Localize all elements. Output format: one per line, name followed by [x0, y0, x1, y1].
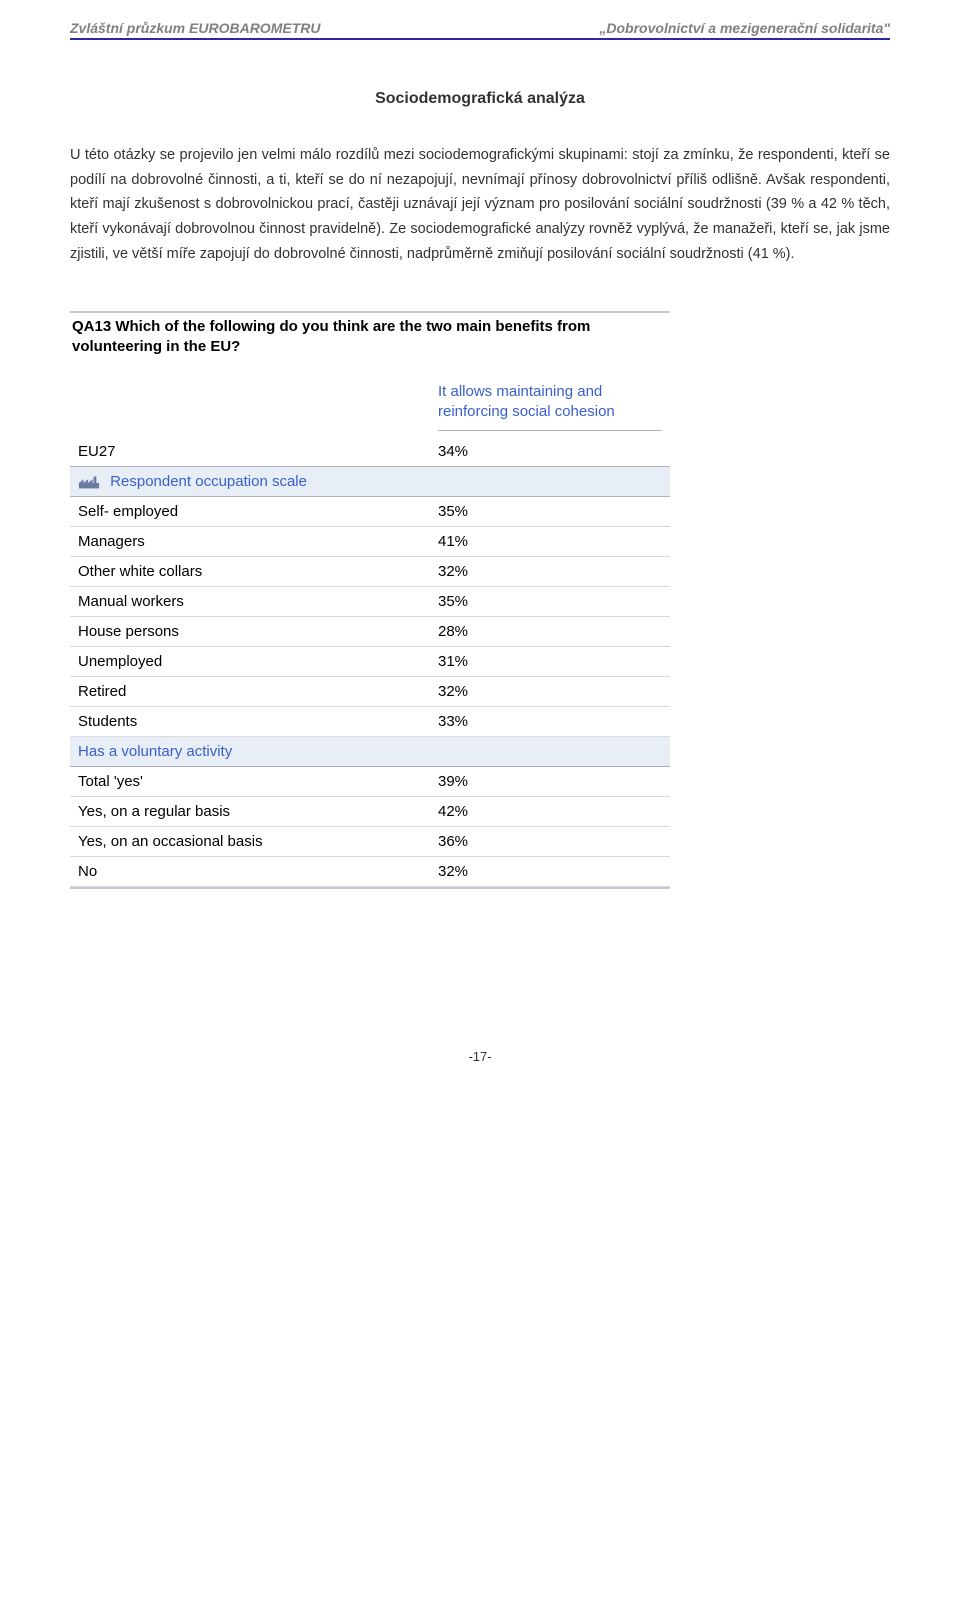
- row-value: 28%: [430, 617, 670, 647]
- column-header-text: It allows maintaining and reinforcing so…: [438, 382, 662, 432]
- row-label: Manual workers: [70, 587, 430, 617]
- table-row: Yes, on an occasional basis36%: [70, 827, 670, 857]
- category-row: Respondent occupation scale: [70, 467, 670, 497]
- category-title-cell: Respondent occupation scale: [70, 467, 670, 497]
- header-right: „Dobrovolnictví a mezigenerační solidari…: [599, 20, 890, 36]
- row-label: Total 'yes': [70, 767, 430, 797]
- row-label: Unemployed: [70, 647, 430, 677]
- column-header: It allows maintaining and reinforcing so…: [430, 376, 670, 438]
- row-label: House persons: [70, 617, 430, 647]
- row-value: 36%: [430, 827, 670, 857]
- body-paragraph: U této otázky se projevilo jen velmi mál…: [70, 143, 890, 266]
- section-title: Sociodemografická analýza: [70, 90, 890, 108]
- category-title: Respondent occupation scale: [110, 473, 307, 490]
- row-label: No: [70, 857, 430, 887]
- table-row: Self- employed35%: [70, 497, 670, 527]
- table-row: Students33%: [70, 707, 670, 737]
- row-label: Self- employed: [70, 497, 430, 527]
- page: Zvláštní průzkum EUROBAROMETRU „Dobrovol…: [0, 0, 960, 1104]
- row-label: Managers: [70, 527, 430, 557]
- category-title-cell: Has a voluntary activity: [70, 737, 670, 767]
- table-row: Managers41%: [70, 527, 670, 557]
- factory-icon: [78, 474, 100, 490]
- eu27-value: 34%: [430, 437, 670, 467]
- eu27-row: EU27 34%: [70, 437, 670, 467]
- row-value: 39%: [430, 767, 670, 797]
- row-value: 32%: [430, 857, 670, 887]
- table-row: Total 'yes'39%: [70, 767, 670, 797]
- row-value: 33%: [430, 707, 670, 737]
- table-row: Other white collars32%: [70, 557, 670, 587]
- row-value: 42%: [430, 797, 670, 827]
- row-label: Students: [70, 707, 430, 737]
- row-value: 35%: [430, 587, 670, 617]
- column-header-spacer: [70, 376, 430, 438]
- header-left: Zvláštní průzkum EUROBAROMETRU: [70, 20, 320, 36]
- row-value: 41%: [430, 527, 670, 557]
- row-value: 32%: [430, 557, 670, 587]
- data-table-container: QA13 Which of the following do you think…: [70, 311, 670, 889]
- table-row: Yes, on a regular basis42%: [70, 797, 670, 827]
- table-row: Manual workers35%: [70, 587, 670, 617]
- row-label: Yes, on an occasional basis: [70, 827, 430, 857]
- table-row: House persons28%: [70, 617, 670, 647]
- row-value: 31%: [430, 647, 670, 677]
- row-label: Yes, on a regular basis: [70, 797, 430, 827]
- page-header: Zvláštní průzkum EUROBAROMETRU „Dobrovol…: [70, 20, 890, 40]
- row-label: Other white collars: [70, 557, 430, 587]
- row-label: Retired: [70, 677, 430, 707]
- column-header-row: It allows maintaining and reinforcing so…: [70, 376, 670, 438]
- category-row: Has a voluntary activity: [70, 737, 670, 767]
- row-value: 32%: [430, 677, 670, 707]
- category-title: Has a voluntary activity: [78, 743, 232, 760]
- table-row: Retired32%: [70, 677, 670, 707]
- page-number: -17-: [70, 1049, 890, 1064]
- table-question: QA13 Which of the following do you think…: [70, 311, 670, 376]
- table-bottom-divider: [70, 887, 670, 889]
- table-row: No32%: [70, 857, 670, 887]
- table-row: Unemployed31%: [70, 647, 670, 677]
- row-value: 35%: [430, 497, 670, 527]
- data-table: It allows maintaining and reinforcing so…: [70, 376, 670, 888]
- eu27-label: EU27: [70, 437, 430, 467]
